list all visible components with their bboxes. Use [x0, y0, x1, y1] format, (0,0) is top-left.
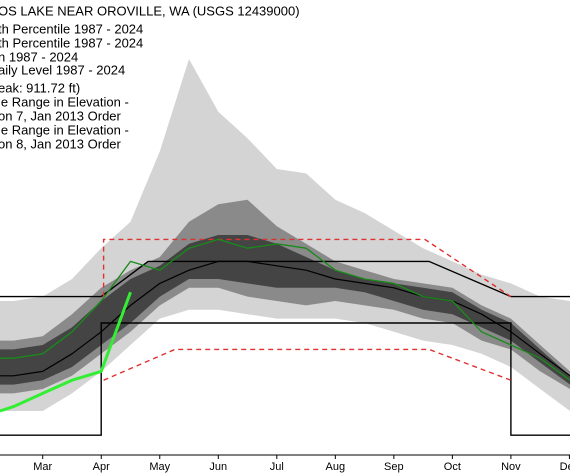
- level-line: [0, 260, 570, 377]
- elevation-range-line: [102, 238, 512, 298]
- x-tick-label: Aug: [326, 461, 346, 473]
- x-tick-label: Mar: [33, 461, 52, 473]
- level-line: [0, 238, 570, 381]
- percentile-band: [0, 235, 570, 385]
- legend-label: on 8, Jan 2013 Order: [0, 136, 122, 151]
- x-tick-label: Apr: [93, 461, 110, 473]
- x-tick-label: May: [149, 461, 170, 473]
- x-tick-label: Jul: [270, 461, 284, 473]
- elevation-range-line: [0, 260, 570, 298]
- x-tick-label: Nov: [501, 461, 521, 473]
- legend-label: on 7, Jan 2013 Order: [0, 108, 122, 123]
- legend-label: n 1987 - 2024: [0, 49, 78, 64]
- x-tick-label: Jun: [209, 461, 227, 473]
- legend-label: eak: 911.72 ft): [0, 80, 80, 95]
- elevation-range-line: [0, 322, 570, 436]
- x-tick-label: Sep: [384, 461, 404, 473]
- elevation-range-line: [103, 348, 512, 381]
- legend-label: th Percentile 1987 - 2024: [0, 21, 143, 36]
- chart-title: OS LAKE NEAR OROVILLE, WA (USGS 12439000…: [0, 3, 300, 18]
- x-tick-label: Dec: [560, 461, 570, 473]
- legend-label: le Range in Elevation -: [0, 94, 129, 109]
- x-tick-label: Oct: [444, 461, 461, 473]
- legend-label: le Range in Elevation -: [0, 122, 129, 137]
- percentile-band: [0, 199, 570, 394]
- legend-label: th Percentile 1987 - 2024: [0, 35, 143, 50]
- plot-area: [0, 59, 570, 436]
- level-line: [0, 291, 132, 413]
- legend-label: aily Level 1987 - 2024: [0, 62, 125, 77]
